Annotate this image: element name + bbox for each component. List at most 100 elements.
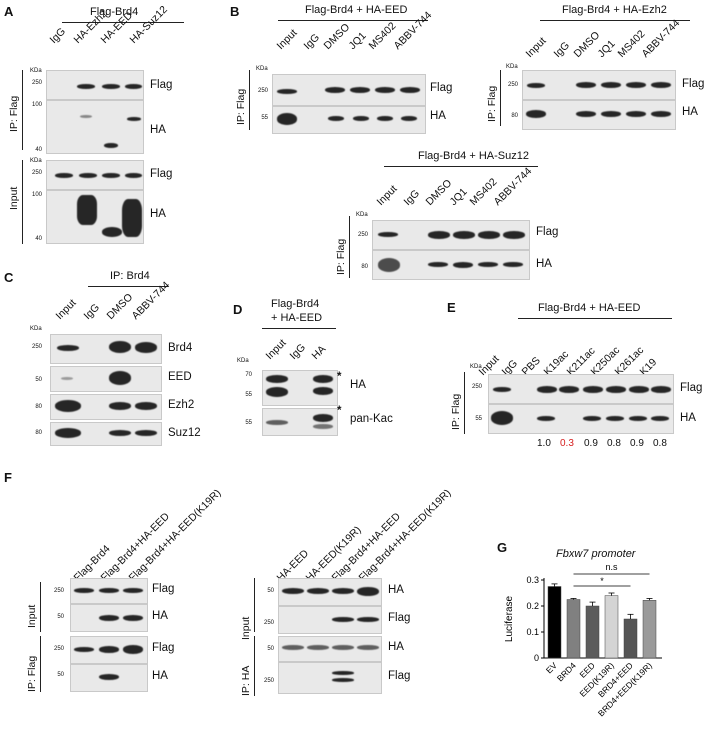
mw-label: 55: [261, 115, 268, 121]
row-b3-flag: Flag: [536, 226, 559, 238]
y-axis-label: Luciferase: [504, 595, 515, 642]
mw-label: 100: [31, 192, 42, 198]
row-a-in-flag: Flag: [150, 168, 173, 180]
panel-b2-col: DMSO: [571, 29, 603, 60]
panel-b-letter: B: [230, 4, 240, 19]
panel-g-letter: G: [497, 540, 508, 555]
panel-e-letter: E: [447, 300, 456, 315]
blot-d-ha: [262, 370, 338, 406]
blot-f-right-ip-flag: [278, 662, 382, 694]
quant-value: 0.9: [630, 438, 644, 449]
panel-b3-col: Input: [374, 182, 400, 208]
mw-label: 50: [267, 646, 274, 652]
row-a-in-ha: HA: [150, 208, 166, 220]
quant-value: 0.8: [607, 438, 621, 449]
blot-f-left-ip-flag: [70, 636, 148, 664]
blot-a-ip-ha: [46, 100, 144, 154]
mw-label: 50: [57, 614, 64, 620]
mw-label: 80: [35, 430, 42, 436]
kda-label: KDa: [30, 158, 42, 164]
row-f-left: HA: [152, 670, 168, 682]
row-b1-flag: Flag: [430, 82, 453, 94]
blot-f-left-ip-ha: [70, 664, 148, 692]
chart-title: Fbxw7 promoter: [556, 548, 636, 560]
bar: [585, 605, 600, 659]
panel-f-letter: F: [4, 470, 12, 485]
mw-label: 250: [31, 170, 42, 176]
quant-value: 1.0: [537, 438, 551, 449]
panel-d-title-2: + HA-EED: [271, 312, 323, 324]
panel-f-right-ip: IP: HA: [240, 665, 252, 696]
blot-b2-flag: [522, 70, 676, 100]
panel-c-title: IP: Brd4: [110, 270, 150, 282]
bar: [547, 586, 562, 659]
panel-b-title-2: Flag-Brd4 + HA-Ezh2: [562, 4, 667, 16]
row-f-right: HA: [388, 584, 404, 596]
panel-b-title-3: Flag-Brd4 + HA-Suz12: [418, 150, 529, 162]
panel-b2-col: Input: [523, 34, 549, 60]
row-a-ha: HA: [150, 124, 166, 136]
star-d-ha: *: [337, 371, 342, 383]
kda-label: KDa: [356, 212, 368, 218]
blot-a-ip-flag: [46, 70, 144, 100]
row-f-right: Flag: [388, 612, 411, 624]
blot-f-right-ip-ha: [278, 636, 382, 662]
row-d-pankac: pan-Kac: [350, 413, 393, 425]
kda-label: KDa: [30, 68, 42, 74]
mw-label: 250: [263, 620, 274, 626]
blot-e-flag: [488, 374, 674, 404]
blot-c-brd4: [50, 334, 162, 364]
row-f-left: Flag: [152, 642, 175, 654]
row-e-flag: Flag: [680, 382, 703, 394]
mw-label: 40: [35, 147, 42, 153]
panel-a-ip-label: IP: Flag: [8, 95, 20, 132]
mw-label: 55: [245, 392, 252, 398]
panel-b1-col: DMSO: [321, 21, 353, 52]
panel-e-title: Flag-Brd4 + HA-EED: [538, 302, 641, 314]
mw-label: 80: [511, 113, 518, 119]
quant-value: 0.9: [584, 438, 598, 449]
row-f-right: Flag: [388, 670, 411, 682]
blot-f-right-in-ha: [278, 578, 382, 606]
mw-label: 50: [35, 377, 42, 383]
row-c-suz12: Suz12: [168, 427, 201, 439]
panel-b1-col: MS402: [366, 19, 399, 52]
row-a-flag: Flag: [150, 79, 173, 91]
mw-label: 250: [53, 588, 64, 594]
panel-e-ip: IP: Flag: [450, 393, 462, 430]
row-f-left: Flag: [152, 583, 175, 595]
blot-c-suz12: [50, 422, 162, 446]
mw-label: 80: [35, 404, 42, 410]
panel-d-col: HA: [309, 343, 329, 362]
panel-b3-col: JQ1: [447, 185, 470, 208]
blot-f-left-in-flag: [70, 578, 148, 604]
blot-b3-ha: [372, 250, 530, 280]
row-c-brd4: Brd4: [168, 342, 193, 354]
panel-c-letter: C: [4, 270, 14, 285]
panel-a-letter: A: [4, 4, 14, 19]
kda-label: KDa: [30, 326, 42, 332]
annotation-ns: n.s: [605, 562, 618, 572]
row-c-ezh2: Ezh2: [168, 399, 195, 411]
blot-b1-flag: [272, 74, 426, 106]
panel-a-title-line: [62, 22, 184, 23]
x-tick-label: BRD4: [555, 660, 578, 683]
row-d-ha: HA: [350, 379, 366, 391]
row-f-right: HA: [388, 641, 404, 653]
kda-label: KDa: [506, 64, 518, 70]
row-b1-ha: HA: [430, 110, 446, 122]
mw-label: 250: [263, 678, 274, 684]
kda-label: KDa: [256, 66, 268, 72]
panel-a-title: Flag-Brd4: [90, 6, 139, 18]
panel-c-col: Input: [53, 296, 79, 322]
blot-f-right-in-flag: [278, 606, 382, 634]
y-tick-label: 0.3: [526, 575, 539, 585]
panel-b1-col: IgG: [301, 31, 322, 52]
panel-b1-ip: IP: Flag: [235, 88, 247, 125]
row-c-eed: EED: [168, 371, 192, 383]
panel-b2-col: ABBV-744: [639, 17, 683, 60]
panel-d-col: Input: [263, 336, 289, 362]
blot-a-in-flag: [46, 160, 144, 190]
kda-label: KDa: [237, 358, 249, 364]
